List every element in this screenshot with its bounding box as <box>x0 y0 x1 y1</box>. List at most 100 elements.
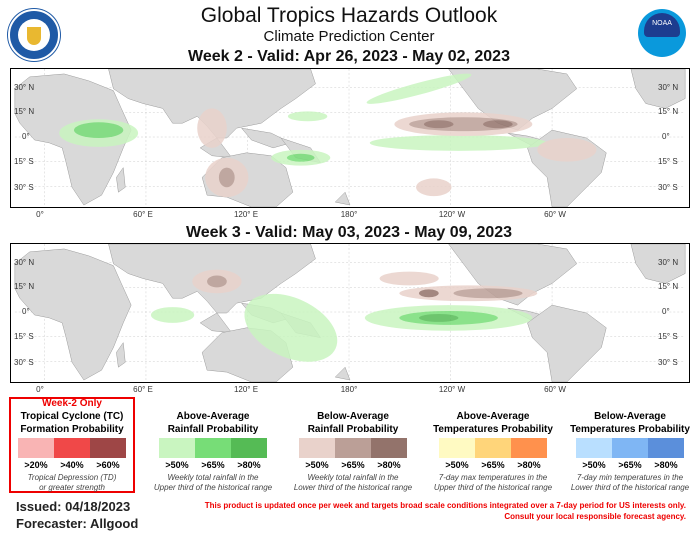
page-title: Global Tropics Hazards Outlook <box>200 4 498 27</box>
legend-note: Weekly total rainfall in the <box>167 473 259 482</box>
legend-label: >65% <box>341 460 365 470</box>
swatch-60 <box>90 438 126 458</box>
legend-title: Above-Average <box>176 411 250 422</box>
legend-label: >80% <box>377 460 401 470</box>
legend-title: Below-Average <box>594 411 666 422</box>
lat-label-right: 15° S <box>658 157 678 166</box>
lon-label: 120° E <box>233 210 259 219</box>
swatch-65 <box>195 438 231 458</box>
lon-label: 60° E <box>133 210 153 219</box>
disclaimer-line: This product is updated once per week an… <box>204 501 686 510</box>
lon-label: 120° W <box>438 385 466 394</box>
legend-label: >60% <box>96 460 120 470</box>
legend-label: >40% <box>60 460 84 470</box>
hazard-above-rain <box>244 293 338 362</box>
legend-label: >80% <box>517 460 541 470</box>
legend-title: Temperatures Probability <box>570 424 690 435</box>
lon-label: 180° <box>340 385 358 394</box>
swatch-50 <box>159 438 195 458</box>
week2-only-tag: Week-2 Only <box>42 398 102 409</box>
legend-title: Above-Average <box>456 411 530 422</box>
lon-label: 0° <box>36 210 44 219</box>
hazard-above-rain <box>366 73 472 104</box>
week2-title: Week 2 - Valid: Apr 26, 2023 - May 02, 2… <box>188 48 510 65</box>
legend-title: Below-Average <box>317 411 389 422</box>
hazard-below-rain <box>416 178 452 197</box>
swatch-80 <box>511 438 547 458</box>
legend-label: >50% <box>445 460 469 470</box>
forecaster: Forecaster: Allgood <box>16 516 139 531</box>
swatch-40 <box>54 438 90 458</box>
lat-label: 15° S <box>14 157 34 166</box>
swatch-50 <box>299 438 335 458</box>
lat-label: 30° N <box>14 83 35 92</box>
legend-title: Rainfall Probability <box>307 424 399 435</box>
swatch-50 <box>576 438 612 458</box>
legend-title: Formation Probability <box>20 424 124 435</box>
legend-title: Temperatures Probability <box>433 424 553 435</box>
legend-label: >80% <box>654 460 678 470</box>
department-of-commerce-seal <box>8 9 60 61</box>
lat-label-right: 30° N <box>658 258 679 267</box>
hazard-below-rain <box>207 275 227 288</box>
swatch-80 <box>371 438 407 458</box>
hazard-below-rain <box>197 108 227 148</box>
hazard-below-rain <box>379 271 439 286</box>
page-subtitle: Climate Prediction Center <box>263 28 435 45</box>
legend-note: Weekly total rainfall in the <box>307 473 399 482</box>
lon-label: 120° W <box>438 210 466 219</box>
hazard-above-rain <box>369 135 548 151</box>
week2-hazards <box>59 73 597 198</box>
hazard-below-rain <box>453 288 523 299</box>
legend-title: Rainfall Probability <box>167 424 259 435</box>
swatch-65 <box>335 438 371 458</box>
disclaimer-line: Consult your local responsible forecast … <box>504 512 686 521</box>
legend-label: >50% <box>305 460 329 470</box>
lat-label-right: 15° N <box>658 107 679 116</box>
legend-above-rain: Above-Average Rainfall Probability >50% >6… <box>144 398 282 493</box>
lat-label-right: 30° N <box>658 83 679 92</box>
lat-label: 0° <box>22 307 30 316</box>
lat-label-right: 15° N <box>658 282 679 291</box>
legend-label: >50% <box>165 460 189 470</box>
legend-below-temp: Below-Average Temperatures Probability >5… <box>562 398 698 493</box>
hazard-above-rain <box>74 122 124 138</box>
lat-label-right: 0° <box>662 132 670 141</box>
lat-label: 0° <box>22 132 30 141</box>
legend-note: Upper third of the historical range <box>433 483 553 492</box>
legend-label: >65% <box>201 460 225 470</box>
legend-label: >65% <box>481 460 505 470</box>
lon-label: 180° <box>340 210 358 219</box>
hazard-above-rain <box>150 307 195 323</box>
week2-map <box>10 68 690 208</box>
lon-label: 120° E <box>233 385 259 394</box>
legend-note: 7-day min temperatures in the <box>576 473 684 482</box>
hazard-below-rain <box>218 167 235 188</box>
legend-label: >50% <box>582 460 606 470</box>
legend-tc: Week-2 Only Tropical Cyclone (TC) Formati… <box>4 398 140 493</box>
lat-label-right: 15° S <box>658 332 678 341</box>
swatch-65 <box>612 438 648 458</box>
issued-date: Issued: 04/18/2023 <box>16 499 131 514</box>
hazard-below-rain <box>423 120 454 129</box>
hazard-above-rain <box>286 153 315 162</box>
legend-below-rain: Below-Average Rainfall Probability >50% >6… <box>284 398 422 493</box>
lat-label-right: 0° <box>662 307 670 316</box>
lat-label: 15° S <box>14 332 34 341</box>
swatch-50 <box>439 438 475 458</box>
tc-legend-box <box>9 397 135 493</box>
hazard-below-rain <box>483 120 513 129</box>
swatch-80 <box>648 438 684 458</box>
lat-label-right: 30° S <box>658 183 678 192</box>
lat-label: 30° S <box>14 183 34 192</box>
lat-label: 15° N <box>14 107 35 116</box>
hazard-below-rain <box>537 138 597 162</box>
lon-label: 60° E <box>133 385 153 394</box>
legend-note: Upper third of the historical range <box>153 483 273 492</box>
legend-above-temp: Above-Average Temperatures Probability >5… <box>424 398 562 493</box>
hazard-above-rain <box>287 111 328 122</box>
disclaimer: This product is updated once per week an… <box>165 500 686 522</box>
legend-note: or greater strength <box>39 483 105 492</box>
lat-label: 30° N <box>14 258 35 267</box>
week3-hazards <box>150 269 538 362</box>
